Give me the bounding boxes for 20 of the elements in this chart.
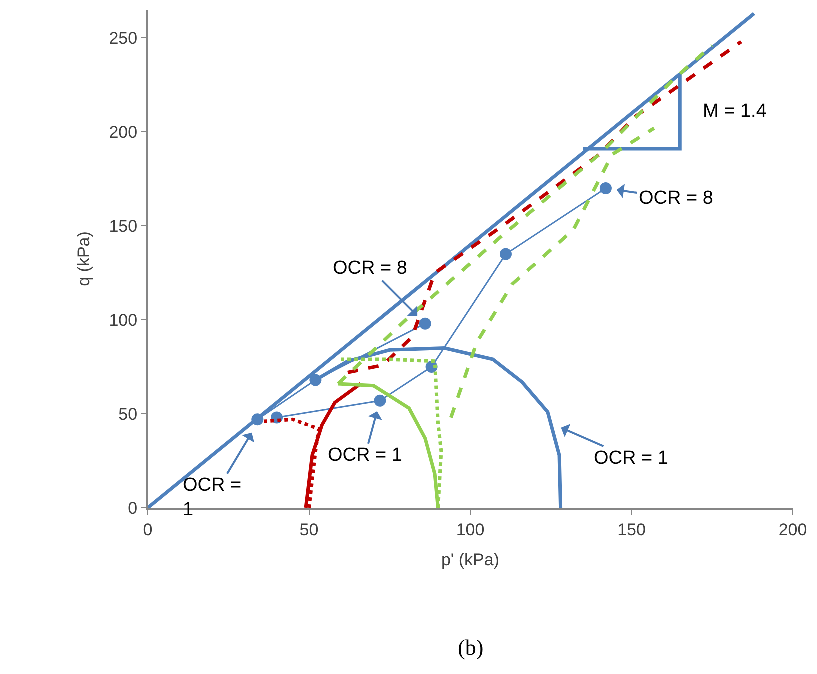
annotation: M = 1.4 [703,101,768,122]
y-tick-label: 0 [128,498,138,518]
y-tick-label: 100 [109,311,138,330]
x-tick-label: 50 [300,520,319,540]
x-tick-label: 150 [618,520,646,540]
y-tick-label: 250 [109,29,138,48]
y-tick-label: 200 [109,123,138,142]
annotation: OCR = 1 [328,445,402,466]
x-tick-label: 200 [778,520,808,540]
y-tick-label: 50 [118,404,138,424]
x-tick-label: 100 [456,520,485,540]
text: (b) [458,635,484,660]
x-tick-label: 0 [143,520,153,540]
annotation: OCR = 1 [594,448,668,469]
annotation: OCR = 8 [333,258,408,279]
y-tick-label: 150 [109,217,138,236]
x-axis-title: p' (kPa) [441,550,500,570]
annotation: OCR = 8 [639,188,714,209]
annotation: OCR = 1 [183,475,242,521]
y-axis-title: q (kPa) [74,232,94,286]
